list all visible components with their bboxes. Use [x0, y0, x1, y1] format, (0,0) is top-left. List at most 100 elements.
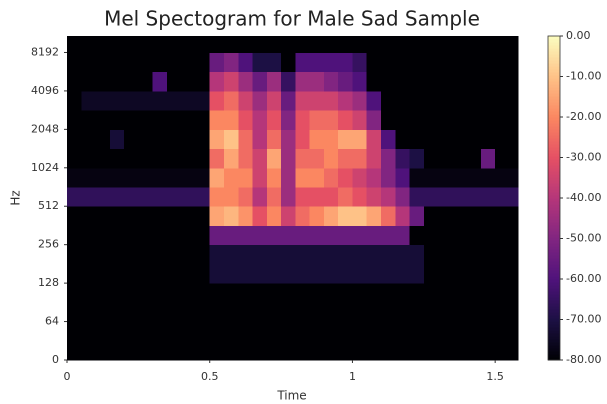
cell: [423, 206, 439, 226]
cell: [352, 129, 368, 150]
cell: [138, 71, 154, 92]
cell: [166, 148, 182, 169]
cell: [238, 110, 254, 130]
cell: [380, 148, 396, 169]
cell: [466, 71, 482, 92]
cell: [395, 283, 411, 323]
cell: [409, 90, 425, 111]
cell: [266, 321, 282, 361]
cell: [223, 283, 239, 323]
colorbar-step: [548, 69, 560, 73]
cell: [124, 90, 139, 111]
cell: [95, 90, 111, 111]
cell: [466, 110, 482, 130]
cell: [452, 167, 468, 188]
cell: [338, 148, 353, 169]
cell: [309, 110, 325, 130]
cell: [495, 71, 519, 92]
cell: [309, 90, 325, 111]
cell: [281, 148, 296, 169]
cell: [366, 36, 382, 53]
cell: [480, 225, 496, 246]
cell: [238, 71, 254, 92]
cell: [409, 225, 425, 246]
cell: [138, 110, 154, 130]
colorbar-step: [548, 261, 560, 265]
cell: [124, 321, 139, 361]
cell: [81, 148, 97, 169]
colorbar-tick-label: -20.00: [566, 110, 601, 123]
cell: [238, 321, 254, 361]
colorbar-step: [548, 345, 560, 349]
cell: [138, 129, 154, 150]
colorbar-step: [548, 96, 560, 100]
cell: [109, 283, 125, 323]
cell: [466, 187, 482, 207]
cell: [480, 129, 496, 150]
cell: [380, 244, 396, 284]
cell: [252, 244, 268, 284]
colorbar-step: [548, 204, 560, 208]
colorbar-step: [548, 219, 560, 223]
cell: [209, 52, 225, 73]
colorbar-step: [548, 141, 560, 145]
cell: [338, 167, 353, 188]
cell: [109, 52, 125, 73]
cell: [181, 206, 196, 226]
cell: [152, 110, 168, 130]
colorbar-step: [548, 357, 560, 361]
cell: [438, 90, 453, 111]
cell: [124, 129, 139, 150]
colorbar-step: [548, 228, 560, 232]
cell: [438, 167, 453, 188]
x-tick-label: 0.5: [201, 370, 219, 383]
colorbar-step: [548, 51, 560, 55]
cell: [195, 283, 211, 323]
colorbar-step: [548, 336, 560, 340]
colorbar-step: [548, 168, 560, 172]
cell: [109, 321, 125, 361]
cell: [452, 129, 468, 150]
cell: [466, 52, 482, 73]
colorbar-step: [548, 171, 560, 175]
colorbar-step: [548, 309, 560, 313]
cell: [466, 283, 482, 323]
cell: [309, 71, 325, 92]
colorbar-step: [548, 132, 560, 136]
cell: [81, 52, 97, 73]
cell: [266, 225, 282, 246]
cell: [67, 283, 82, 323]
cell: [109, 187, 125, 207]
cell: [67, 52, 82, 73]
cell: [152, 148, 168, 169]
colorbar-step: [548, 321, 560, 325]
cell: [67, 90, 82, 111]
cell: [323, 321, 339, 361]
cell: [181, 187, 196, 207]
cell: [266, 206, 282, 226]
cell: [395, 244, 411, 284]
colorbar-step: [548, 201, 560, 205]
cell: [409, 110, 425, 130]
colorbar-step: [548, 351, 560, 355]
cell: [223, 206, 239, 226]
cell: [266, 71, 282, 92]
cell: [366, 167, 382, 188]
colorbar-step: [548, 186, 560, 190]
cell: [266, 187, 282, 207]
cell: [124, 283, 139, 323]
cell: [338, 90, 353, 111]
cell: [67, 321, 82, 361]
cell: [295, 167, 311, 188]
cell: [152, 36, 168, 53]
cell: [195, 148, 211, 169]
cell: [166, 129, 182, 150]
cell: [352, 148, 368, 169]
cell: [438, 206, 453, 226]
cell: [124, 244, 139, 284]
chart-title: Mel Spectogram for Male Sad Sample: [104, 7, 480, 31]
cell: [209, 206, 225, 226]
cell: [309, 187, 325, 207]
cell: [323, 90, 339, 111]
cell: [266, 90, 282, 111]
